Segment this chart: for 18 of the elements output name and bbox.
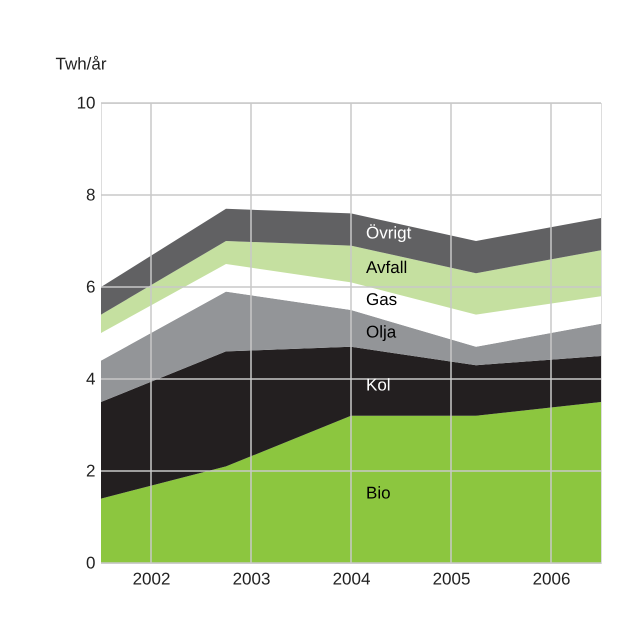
y-tick-label: 0 (86, 554, 96, 572)
x-tick-label: 2003 (232, 570, 270, 588)
series-label: Kol (366, 375, 391, 394)
series-label: Bio (366, 483, 391, 502)
series-label: Gas (366, 290, 398, 310)
y-axis-title: Twh/år (56, 54, 107, 74)
x-tick-label: 2002 (132, 570, 170, 588)
y-tick-label: 2 (86, 462, 96, 480)
x-tick-label: 2004 (332, 570, 370, 588)
y-tick-label: 6 (86, 278, 96, 296)
series-label: Övrigt (366, 224, 412, 242)
series-label: Olja (366, 322, 397, 342)
x-tick-label: 2006 (532, 570, 570, 588)
y-tick-label: 4 (86, 370, 96, 388)
x-tick-label: 2005 (432, 570, 470, 588)
series-label: Avfall (366, 258, 408, 277)
y-tick-label: 10 (76, 94, 96, 112)
y-tick-label: 8 (86, 186, 96, 204)
